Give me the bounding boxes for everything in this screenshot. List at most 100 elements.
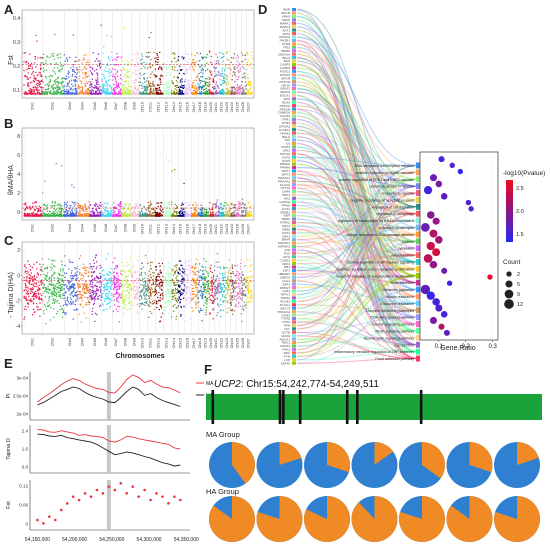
- data-point: [167, 201, 169, 204]
- data-point: [50, 53, 53, 55]
- data-point: [135, 74, 137, 77]
- data-point: [77, 87, 79, 89]
- data-point: [187, 61, 189, 63]
- data-point: [156, 214, 159, 216]
- data-point: [167, 207, 169, 210]
- data-point: [193, 69, 196, 72]
- data-point: [236, 60, 239, 62]
- data-point: [206, 84, 208, 87]
- chromosome-label: Chr16: [185, 102, 189, 112]
- data-point: [238, 210, 240, 212]
- data-point: [60, 82, 62, 85]
- data-point: [90, 93, 92, 95]
- data-point: [107, 57, 110, 60]
- data-point: [55, 292, 58, 294]
- data-point: [159, 215, 161, 217]
- data-point: [123, 93, 125, 95]
- data-point: [123, 213, 125, 215]
- data-point: [78, 204, 81, 207]
- data-point: [101, 92, 103, 95]
- data-point: [191, 84, 193, 86]
- data-point: [51, 75, 53, 78]
- data-point: [144, 81, 146, 83]
- data-point: [209, 77, 211, 80]
- data-point: [145, 88, 147, 90]
- data-point: [235, 89, 237, 92]
- data-point: [139, 203, 141, 206]
- data-point: [25, 76, 27, 78]
- data-point: [31, 66, 33, 68]
- data-point: [142, 73, 145, 76]
- data-point: [227, 213, 229, 216]
- data-point: [53, 67, 56, 69]
- data-point: [184, 89, 187, 91]
- data-point: [167, 85, 170, 88]
- data-point: [59, 62, 62, 64]
- data-point: [103, 84, 105, 86]
- data-point: [110, 92, 112, 94]
- data-point: [199, 86, 201, 88]
- data-point: [64, 60, 67, 62]
- data-point: [153, 85, 155, 88]
- data-point: [79, 68, 81, 71]
- data-point: [115, 83, 118, 85]
- data-point: [59, 56, 62, 59]
- data-point: [81, 86, 83, 88]
- data-point: [133, 92, 136, 94]
- data-point: [63, 214, 66, 217]
- data-point: [42, 212, 45, 214]
- data-point: [127, 83, 129, 86]
- data-point: [232, 86, 235, 88]
- data-point: [238, 76, 240, 78]
- data-point: [241, 215, 243, 217]
- data-point: [101, 85, 104, 88]
- data-point: [106, 210, 108, 212]
- data-point: [115, 206, 117, 208]
- data-point: [38, 205, 40, 207]
- data-point: [65, 206, 68, 208]
- data-point: [99, 60, 101, 62]
- data-point: [187, 53, 190, 56]
- data-point: [141, 208, 143, 210]
- data-point: [23, 277, 25, 279]
- data-point: [97, 215, 99, 217]
- data-point: [54, 212, 56, 214]
- data-point: [154, 92, 156, 95]
- data-point: [194, 202, 197, 204]
- data-point: [221, 52, 223, 54]
- data-point: [123, 80, 125, 83]
- data-point: [134, 72, 136, 75]
- data-point: [226, 215, 229, 217]
- data-point: [181, 211, 184, 213]
- data-point: [43, 203, 45, 205]
- data-point: [239, 206, 241, 208]
- data-point: [184, 90, 186, 93]
- data-point: [132, 82, 135, 84]
- data-point: [45, 75, 47, 78]
- data-point: [227, 210, 229, 213]
- data-point: [87, 206, 90, 208]
- data-point: [83, 57, 85, 60]
- data-point: [55, 283, 57, 285]
- data-point: [205, 214, 208, 216]
- data-point: [80, 215, 82, 217]
- data-point: [31, 300, 33, 302]
- data-point: [234, 66, 236, 68]
- data-point: [176, 69, 179, 72]
- data-point: [24, 271, 26, 273]
- data-point: [72, 202, 75, 204]
- data-point: [55, 86, 57, 88]
- data-point: [149, 51, 151, 54]
- data-point: [102, 90, 105, 93]
- data-point: [109, 85, 111, 88]
- data-point: [91, 68, 94, 70]
- data-point: [181, 91, 183, 93]
- data-point: [95, 210, 98, 212]
- data-point: [228, 215, 230, 217]
- data-point: [107, 64, 109, 67]
- data-point: [114, 210, 116, 213]
- data-point: [33, 282, 36, 284]
- data-point: [114, 93, 116, 95]
- data-point: [188, 87, 191, 89]
- data-point: [106, 85, 109, 87]
